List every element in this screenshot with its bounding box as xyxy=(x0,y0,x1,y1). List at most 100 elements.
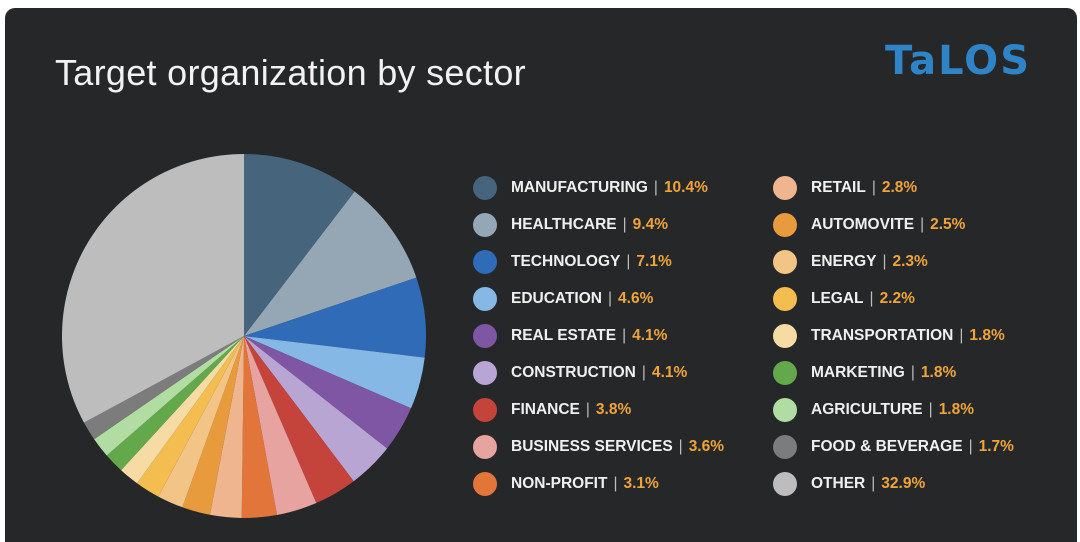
legend-value: 1.8% xyxy=(969,327,1005,344)
legend-separator: | xyxy=(959,327,964,344)
pie-slice-agriculture xyxy=(94,336,245,456)
legend-value: 2.8% xyxy=(881,179,918,196)
legend-item-education: EDUCATION | 4.6% xyxy=(473,286,653,312)
legend-separator: | xyxy=(869,290,874,307)
legend-item-healthcare: HEALTHCARE | 9.4% xyxy=(473,212,668,238)
pie-slice-retail xyxy=(209,336,244,518)
legend-value: 3.8% xyxy=(595,401,632,418)
legend-swatch xyxy=(473,435,497,459)
legend-label: NON-PROFIT xyxy=(511,475,608,492)
talos-logo: TaLOS xyxy=(885,38,1031,84)
legend-separator: | xyxy=(585,401,590,418)
legend-swatch xyxy=(473,472,497,496)
legend-item-manufacturing: MANUFACTURING | 10.4% xyxy=(473,175,708,201)
chart-title: Target organization by sector xyxy=(55,52,526,93)
legend-value: 3.6% xyxy=(688,438,725,455)
legend-item-automovite: AUTOMOVITE | 2.5% xyxy=(773,212,965,238)
legend-swatch xyxy=(473,176,497,200)
pie-slice-other xyxy=(61,154,244,423)
legend-label: MANUFACTURING xyxy=(511,179,648,196)
legend-swatch xyxy=(773,361,797,385)
legend-value: 3.1% xyxy=(623,475,659,492)
legend-item-other: OTHER | 32.9% xyxy=(773,471,925,497)
legend-item-technology: TECHNOLOGY | 7.1% xyxy=(473,249,672,275)
legend-separator: | xyxy=(622,216,627,233)
legend-swatch xyxy=(773,176,797,200)
pie-slice-finance xyxy=(244,336,354,504)
legend-label: BUSINESS SERVICES xyxy=(511,438,673,455)
legend-swatch xyxy=(773,213,797,237)
legend-value: 4.6% xyxy=(618,290,654,307)
legend-item-marketing: MARKETING | 1.8% xyxy=(773,360,956,386)
legend-item-transportation: TRANSPORTATION | 1.8% xyxy=(773,323,1005,349)
legend-swatch xyxy=(473,398,497,422)
pie-slice-marketing xyxy=(106,336,244,471)
legend-label: CONSTRUCTION xyxy=(511,364,636,381)
legend-value: 2.2% xyxy=(879,290,915,307)
legend-value: 4.1% xyxy=(651,364,688,381)
legend-separator: | xyxy=(871,475,876,492)
legend-separator: | xyxy=(608,290,613,307)
legend-label: AGRICULTURE xyxy=(811,401,923,418)
legend-swatch xyxy=(473,250,497,274)
legend-swatch xyxy=(773,472,797,496)
legend-swatch xyxy=(773,324,797,348)
legend-item-agriculture: AGRICULTURE | 1.8% xyxy=(773,397,974,423)
legend-item-business-services: BUSINESS SERVICES | 3.6% xyxy=(473,434,724,460)
pie-slice-legal xyxy=(137,336,244,497)
chart-card: Target organization by sector TaLOS MANU… xyxy=(5,8,1077,542)
legend-label: FINANCE xyxy=(511,401,580,418)
pie-slice-energy xyxy=(158,336,244,508)
legend-value: 7.1% xyxy=(636,253,672,270)
pie-slice-transportation xyxy=(121,336,244,484)
legend-item-food-beverage: FOOD & BEVERAGE | 1.7% xyxy=(773,434,1014,460)
legend-label: ENERGY xyxy=(811,253,877,270)
legend-separator: | xyxy=(613,475,618,492)
legend-label: TRANSPORTATION xyxy=(811,327,954,344)
legend-separator: | xyxy=(920,216,925,233)
legend-label: AUTOMOVITE xyxy=(811,216,915,233)
legend-swatch xyxy=(773,435,797,459)
legend-swatch xyxy=(473,287,497,311)
pie-slice-food-beverage xyxy=(83,336,245,440)
legend-value: 10.4% xyxy=(663,179,708,196)
legend-label: HEALTHCARE xyxy=(511,216,617,233)
legend-separator: | xyxy=(882,253,887,270)
legend-item-legal: LEGAL | 2.2% xyxy=(773,286,915,312)
legend-swatch xyxy=(473,324,497,348)
pie-slice-automovite xyxy=(182,336,244,515)
legend-swatch xyxy=(773,250,797,274)
legend-separator: | xyxy=(622,327,627,344)
legend-separator: | xyxy=(626,253,631,270)
pie-slice-real-estate xyxy=(244,336,412,449)
legend-swatch xyxy=(773,398,797,422)
pie-slice-business-services xyxy=(244,336,317,515)
legend-item-non-profit: NON-PROFIT | 3.1% xyxy=(473,471,659,497)
legend-swatch xyxy=(473,213,497,237)
pie-slice-education xyxy=(244,336,425,409)
legend-label: EDUCATION xyxy=(511,290,602,307)
legend-separator: | xyxy=(928,401,933,418)
legend-item-construction: CONSTRUCTION | 4.1% xyxy=(473,360,687,386)
legend-separator: | xyxy=(678,438,683,455)
legend-value: 1.7% xyxy=(978,438,1014,455)
legend-separator: | xyxy=(871,179,876,196)
legend-label: LEGAL xyxy=(811,290,864,307)
pie-slice-non-profit xyxy=(241,336,277,519)
legend-value: 9.4% xyxy=(632,216,668,233)
pie-slice-manufacturing xyxy=(244,154,355,336)
legend-value: 32.9% xyxy=(881,475,926,492)
pie-slice-healthcare xyxy=(244,191,417,336)
legend-swatch xyxy=(773,287,797,311)
legend-item-energy: ENERGY | 2.3% xyxy=(773,249,928,275)
pie-slice-construction xyxy=(244,336,388,482)
legend-label: MARKETING xyxy=(811,364,905,381)
legend-label: FOOD & BEVERAGE xyxy=(811,438,963,455)
legend-label: OTHER xyxy=(811,475,866,492)
pie-chart xyxy=(61,154,426,519)
pie-slice-technology xyxy=(244,277,426,358)
legend-label: TECHNOLOGY xyxy=(511,253,621,270)
legend-value: 4.1% xyxy=(632,327,668,344)
legend-item-finance: FINANCE | 3.8% xyxy=(473,397,631,423)
legend-label: REAL ESTATE xyxy=(511,327,617,344)
